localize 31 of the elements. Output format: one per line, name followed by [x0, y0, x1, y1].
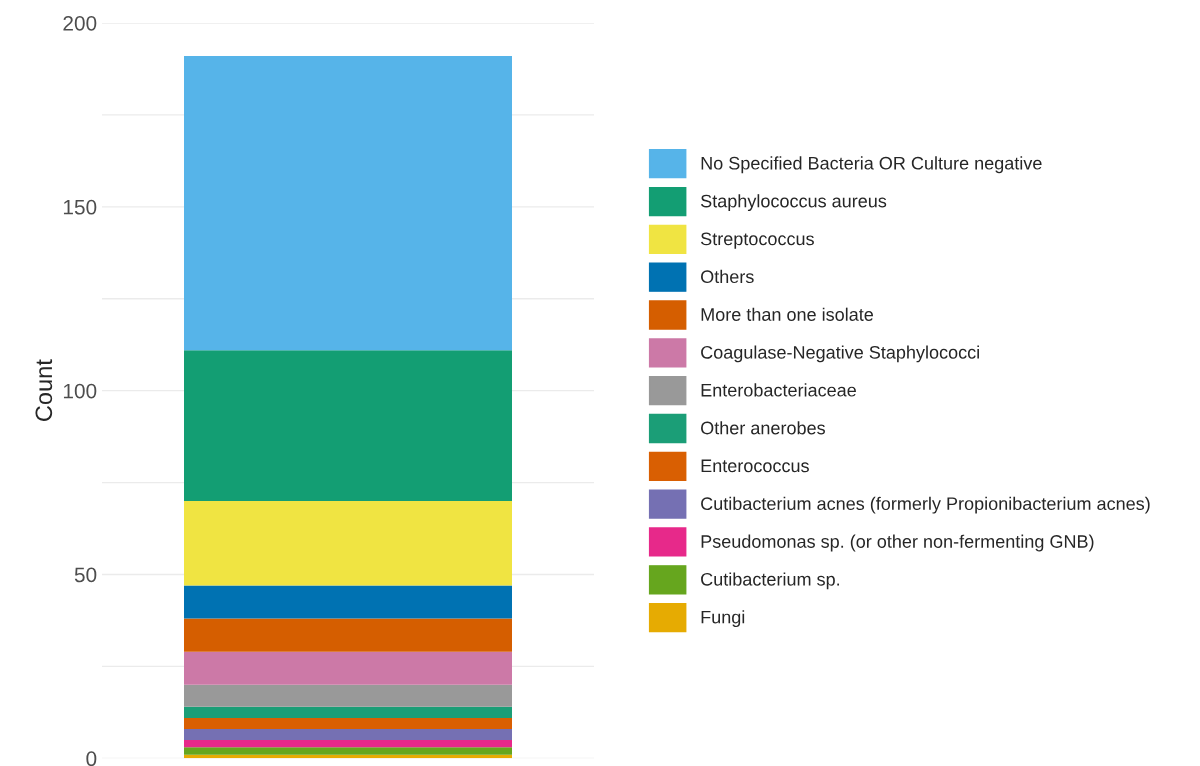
bar	[184, 500, 512, 586]
legend-label: More than one isolate	[701, 307, 874, 321]
legend-label: Staphylococcus aureus	[700, 194, 887, 212]
legend-label: Enterococcus	[701, 459, 809, 473]
bar	[184, 651, 512, 685]
legend-label: Fungi	[701, 610, 745, 628]
bar	[184, 56, 512, 351]
bar	[184, 585, 512, 619]
bar	[184, 739, 512, 748]
legend-label: Other anerobes	[701, 421, 825, 435]
bar	[184, 350, 512, 501]
legend-label: Cutibacterium acnes (formerly Propionibacterium acnes)	[701, 496, 1150, 514]
legend-label: Streptococcus	[700, 232, 814, 249]
bar	[184, 747, 512, 755]
legend-label: Enterobacteriaceae	[701, 383, 856, 397]
legend-label: Pseudomonas sp. (or other non-fermenting GNB)	[701, 534, 1094, 552]
legend-label: Coagulase-Negative Staphylococci	[701, 345, 979, 363]
y-axis-title: Count	[35, 359, 53, 421]
y-tick-label: 0	[86, 751, 97, 766]
bar	[184, 618, 512, 652]
legend-label: No Specified Bacteria OR Culture negative	[701, 156, 1042, 174]
bar	[184, 717, 512, 729]
y-tick-label: 50	[74, 567, 97, 583]
bar	[184, 684, 512, 707]
bar	[184, 728, 512, 740]
bar	[184, 706, 512, 718]
y-tick-label: 150	[63, 199, 97, 215]
legend-label: Cutibacterium sp.	[701, 572, 839, 590]
legend-label: Others	[701, 269, 754, 284]
y-tick-label: 200	[63, 15, 97, 31]
y-tick-label: 100	[63, 383, 97, 399]
